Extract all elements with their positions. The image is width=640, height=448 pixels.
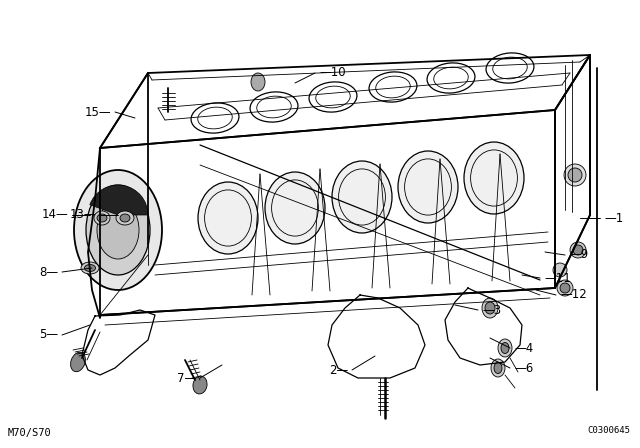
Text: C0300645: C0300645 [587,426,630,435]
Text: 14—: 14— [41,208,68,221]
Text: —4: —4 [514,341,533,354]
Ellipse shape [251,73,265,91]
Ellipse shape [568,168,582,182]
Ellipse shape [193,376,207,394]
Ellipse shape [97,201,139,259]
Ellipse shape [482,298,498,318]
Ellipse shape [498,339,512,357]
Text: —1: —1 [604,211,623,224]
Text: —6: —6 [514,362,533,375]
Ellipse shape [486,53,534,83]
Text: 5—: 5— [39,328,58,341]
Ellipse shape [120,214,130,222]
Ellipse shape [501,343,509,353]
Ellipse shape [332,161,392,233]
Ellipse shape [250,92,298,122]
Ellipse shape [97,214,107,222]
Ellipse shape [86,185,150,275]
Ellipse shape [573,245,583,255]
Ellipse shape [485,302,495,314]
Ellipse shape [70,352,85,372]
Ellipse shape [309,82,357,112]
Ellipse shape [198,182,258,254]
Ellipse shape [84,264,95,271]
Ellipse shape [553,263,567,277]
Ellipse shape [94,211,110,225]
Ellipse shape [265,172,325,244]
Ellipse shape [81,262,99,274]
Text: —11: —11 [544,271,571,284]
Ellipse shape [491,359,505,377]
Text: —3: —3 [482,303,501,316]
Ellipse shape [560,283,570,293]
Text: —10: —10 [319,66,346,79]
Ellipse shape [464,142,524,214]
Ellipse shape [494,362,502,374]
Ellipse shape [116,211,134,225]
Ellipse shape [191,103,239,133]
Ellipse shape [557,280,573,296]
Text: M70/S70: M70/S70 [8,428,52,438]
Ellipse shape [74,170,162,290]
Text: 15—: 15— [84,105,111,119]
Text: 7—: 7— [177,371,196,384]
Text: 2—: 2— [329,363,348,376]
Text: —9: —9 [569,249,588,262]
Ellipse shape [398,151,458,223]
Text: 8—: 8— [39,266,58,279]
Ellipse shape [570,242,586,258]
Wedge shape [90,185,148,215]
Ellipse shape [369,72,417,102]
Ellipse shape [427,63,475,93]
Text: 13—: 13— [69,208,96,221]
Text: —12: —12 [560,289,587,302]
Ellipse shape [564,164,586,186]
